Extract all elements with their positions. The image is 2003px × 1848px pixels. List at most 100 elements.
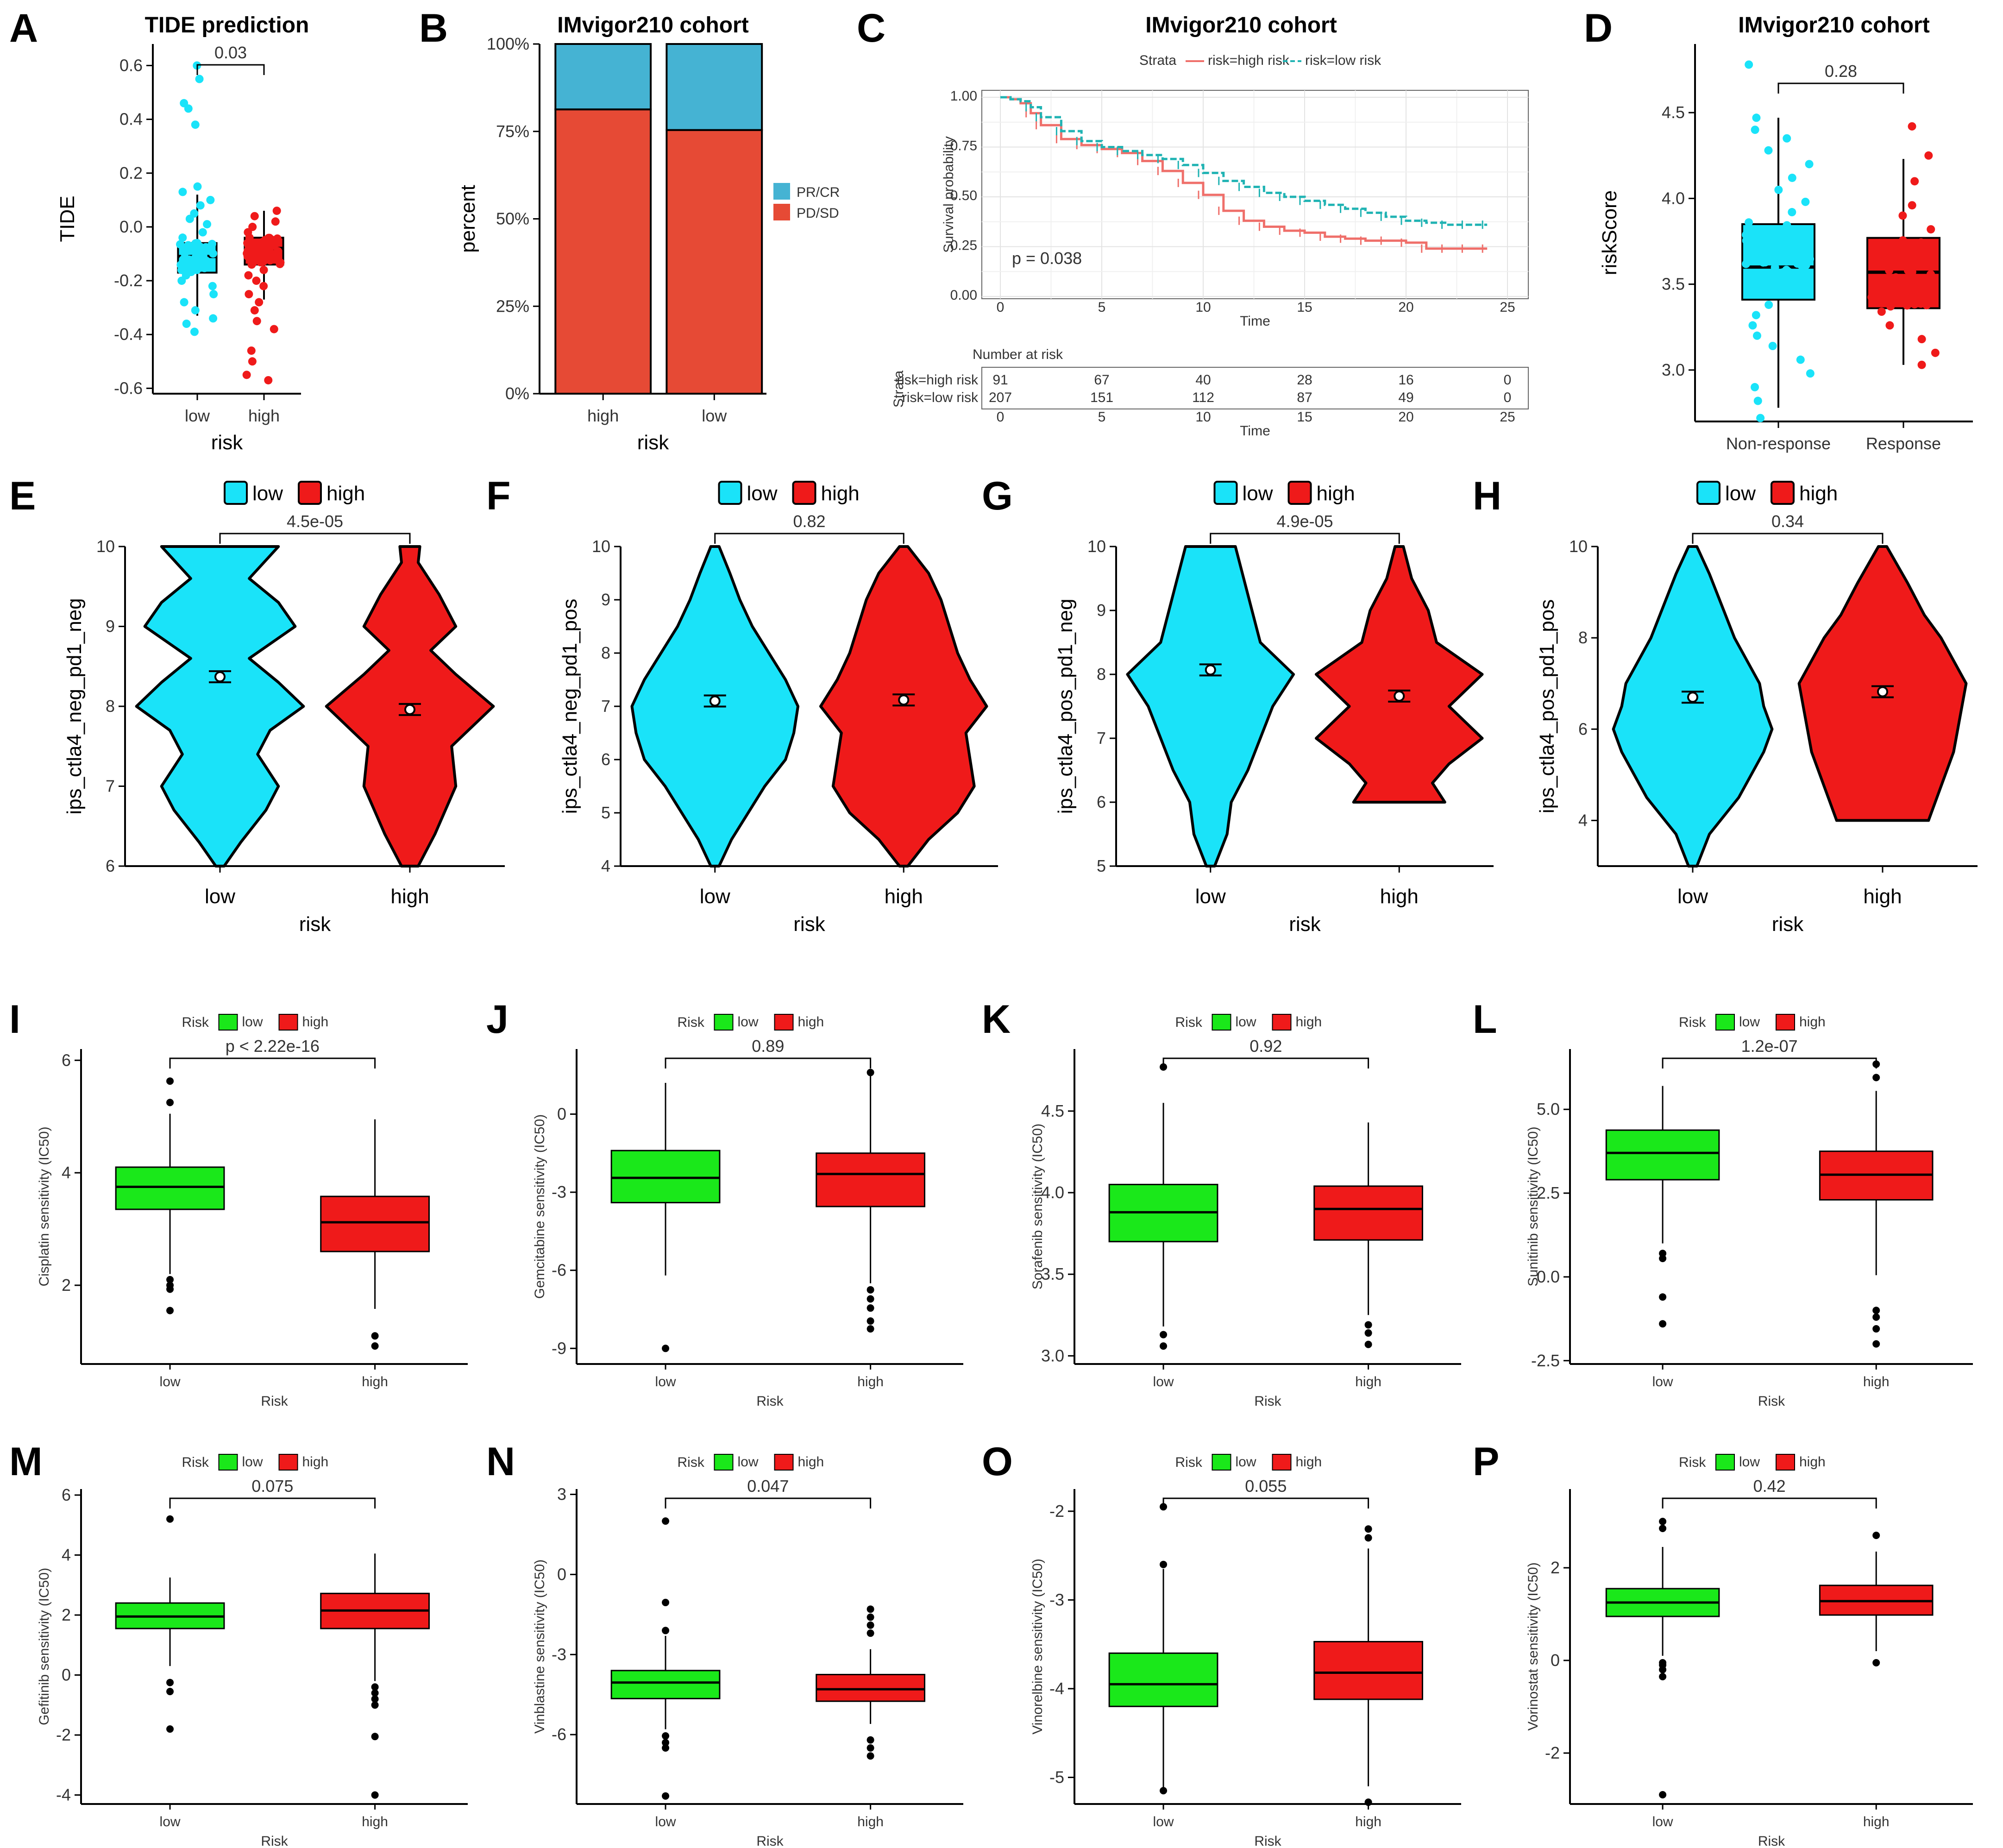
- legend-title: Strata: [1139, 53, 1176, 68]
- risk-table-frame: [981, 367, 1529, 409]
- y-axis-title: Sorafenib sensitivity (IC50): [1030, 1124, 1045, 1289]
- significance-bracket: [665, 1057, 872, 1069]
- outlier-point: [867, 1304, 874, 1312]
- data-point: [1924, 286, 1933, 295]
- legend-label: high: [1296, 1014, 1322, 1030]
- data-point: [1768, 240, 1777, 249]
- outlier-point: [166, 1725, 174, 1733]
- data-point: [1775, 286, 1783, 295]
- y-tick-label: 0.6: [119, 56, 143, 75]
- data-point: [259, 257, 268, 266]
- x-tick-label: low: [205, 885, 235, 908]
- risk-x-title: Time: [1240, 423, 1270, 439]
- outlier-point: [1872, 1307, 1880, 1314]
- risk-count: 49: [1398, 390, 1413, 405]
- risk-row-label: risk=low risk: [902, 390, 979, 405]
- data-point: [1762, 275, 1771, 284]
- panel-k: K 3.0 3.5 4.0 4.5 Risk low high low high 0.92 Risk S…: [982, 997, 1461, 1409]
- panel-h: H 4 6 8 10 low high low high 0.34 risk ips_ctla4_po…: [1473, 474, 1978, 936]
- panel-p: P -2 0 2 Risk low high low high 0.42 Risk Vorinosta…: [1473, 1439, 1973, 1848]
- significance-bracket: [1162, 1057, 1369, 1069]
- significance-bracket: [196, 64, 265, 75]
- y-axis-title: percent: [457, 185, 479, 253]
- outlier-point: [371, 1733, 379, 1741]
- risk-y-title: Strata: [891, 371, 906, 408]
- legend-title: Risk: [182, 1455, 209, 1470]
- significance-bracket: [1692, 533, 1884, 544]
- mean-point: [898, 694, 910, 706]
- x-tick-label: high: [1863, 1374, 1890, 1389]
- box: [320, 1195, 430, 1252]
- outlier-point: [662, 1598, 670, 1606]
- legend-label: high: [302, 1014, 329, 1030]
- outlier-point: [371, 1683, 379, 1691]
- significance-bracket: [169, 1057, 376, 1069]
- data-point: [1926, 270, 1935, 279]
- outlier-point: [1160, 1787, 1168, 1795]
- data-point: [1904, 259, 1913, 268]
- data-point: [1752, 273, 1760, 282]
- outlier-point: [166, 1276, 174, 1283]
- legend-swatch: [714, 1014, 734, 1031]
- data-point: [200, 264, 209, 272]
- outlier-point: [1872, 1074, 1880, 1081]
- p-value-label: 0.28: [1825, 62, 1857, 81]
- y-tick-label: 9: [1097, 601, 1106, 620]
- data-point: [1927, 225, 1935, 234]
- data-point: [178, 233, 187, 242]
- data-point: [1786, 281, 1795, 290]
- data-point: [1761, 239, 1770, 248]
- data-point: [185, 246, 194, 255]
- data-point: [195, 75, 204, 83]
- outlier-point: [166, 1678, 174, 1686]
- y-tick-label: 0.25: [950, 238, 977, 253]
- data-point: [245, 290, 253, 299]
- y-tick-label: -2: [1545, 1743, 1560, 1762]
- violin-shape: [1126, 545, 1295, 867]
- outlier-point: [371, 1689, 379, 1697]
- panel-letter: B: [419, 6, 448, 50]
- data-point: [1788, 173, 1796, 182]
- data-point: [190, 327, 199, 336]
- data-point: [180, 254, 188, 263]
- legend-title: Risk: [678, 1015, 705, 1030]
- legend-label: high: [1296, 1454, 1322, 1470]
- legend-label: risk=high risk: [1208, 53, 1290, 68]
- data-point: [276, 259, 284, 268]
- panel-a: A TIDE prediction -0.6 -0.4 -0.2 0.0 0.2 0.4 0.6…: [9, 6, 309, 454]
- panel-letter: O: [982, 1439, 1013, 1484]
- panel-letter: P: [1473, 1439, 1499, 1484]
- outlier-point: [166, 1099, 174, 1106]
- y-tick-label: 3.5: [1662, 275, 1685, 294]
- legend-swatch: [298, 481, 322, 505]
- panel-letter: C: [857, 6, 885, 50]
- data-point: [184, 104, 193, 113]
- x-tick-label: 15: [1297, 300, 1312, 315]
- x-tick-label: low: [1652, 1374, 1673, 1389]
- outlier-point: [662, 1345, 670, 1352]
- data-point: [1800, 241, 1809, 250]
- legend-label: low: [738, 1454, 759, 1470]
- data-point: [206, 195, 215, 204]
- outlier-point: [371, 1791, 379, 1799]
- outlier-point: [662, 1517, 670, 1525]
- data-point: [1873, 251, 1882, 260]
- significance-bracket: [1777, 82, 1904, 94]
- legend-label: low: [252, 482, 283, 505]
- panel-letter: H: [1473, 474, 1501, 518]
- legend-swatch: [278, 1014, 298, 1031]
- y-tick-label: -3: [552, 1645, 566, 1664]
- data-point: [1927, 277, 1936, 286]
- box: [816, 1152, 925, 1207]
- data-point: [1770, 253, 1778, 262]
- p-value-label: 0.03: [214, 43, 247, 62]
- y-tick-label: 0.4: [119, 110, 143, 129]
- x-tick-label: Non-response: [1726, 434, 1831, 453]
- y-tick-label: 2: [1551, 1558, 1560, 1577]
- data-point: [1903, 301, 1911, 310]
- data-point: [1867, 293, 1876, 302]
- data-point: [1751, 383, 1759, 391]
- p-value-label: 0.42: [1753, 1477, 1786, 1496]
- data-point: [182, 320, 191, 328]
